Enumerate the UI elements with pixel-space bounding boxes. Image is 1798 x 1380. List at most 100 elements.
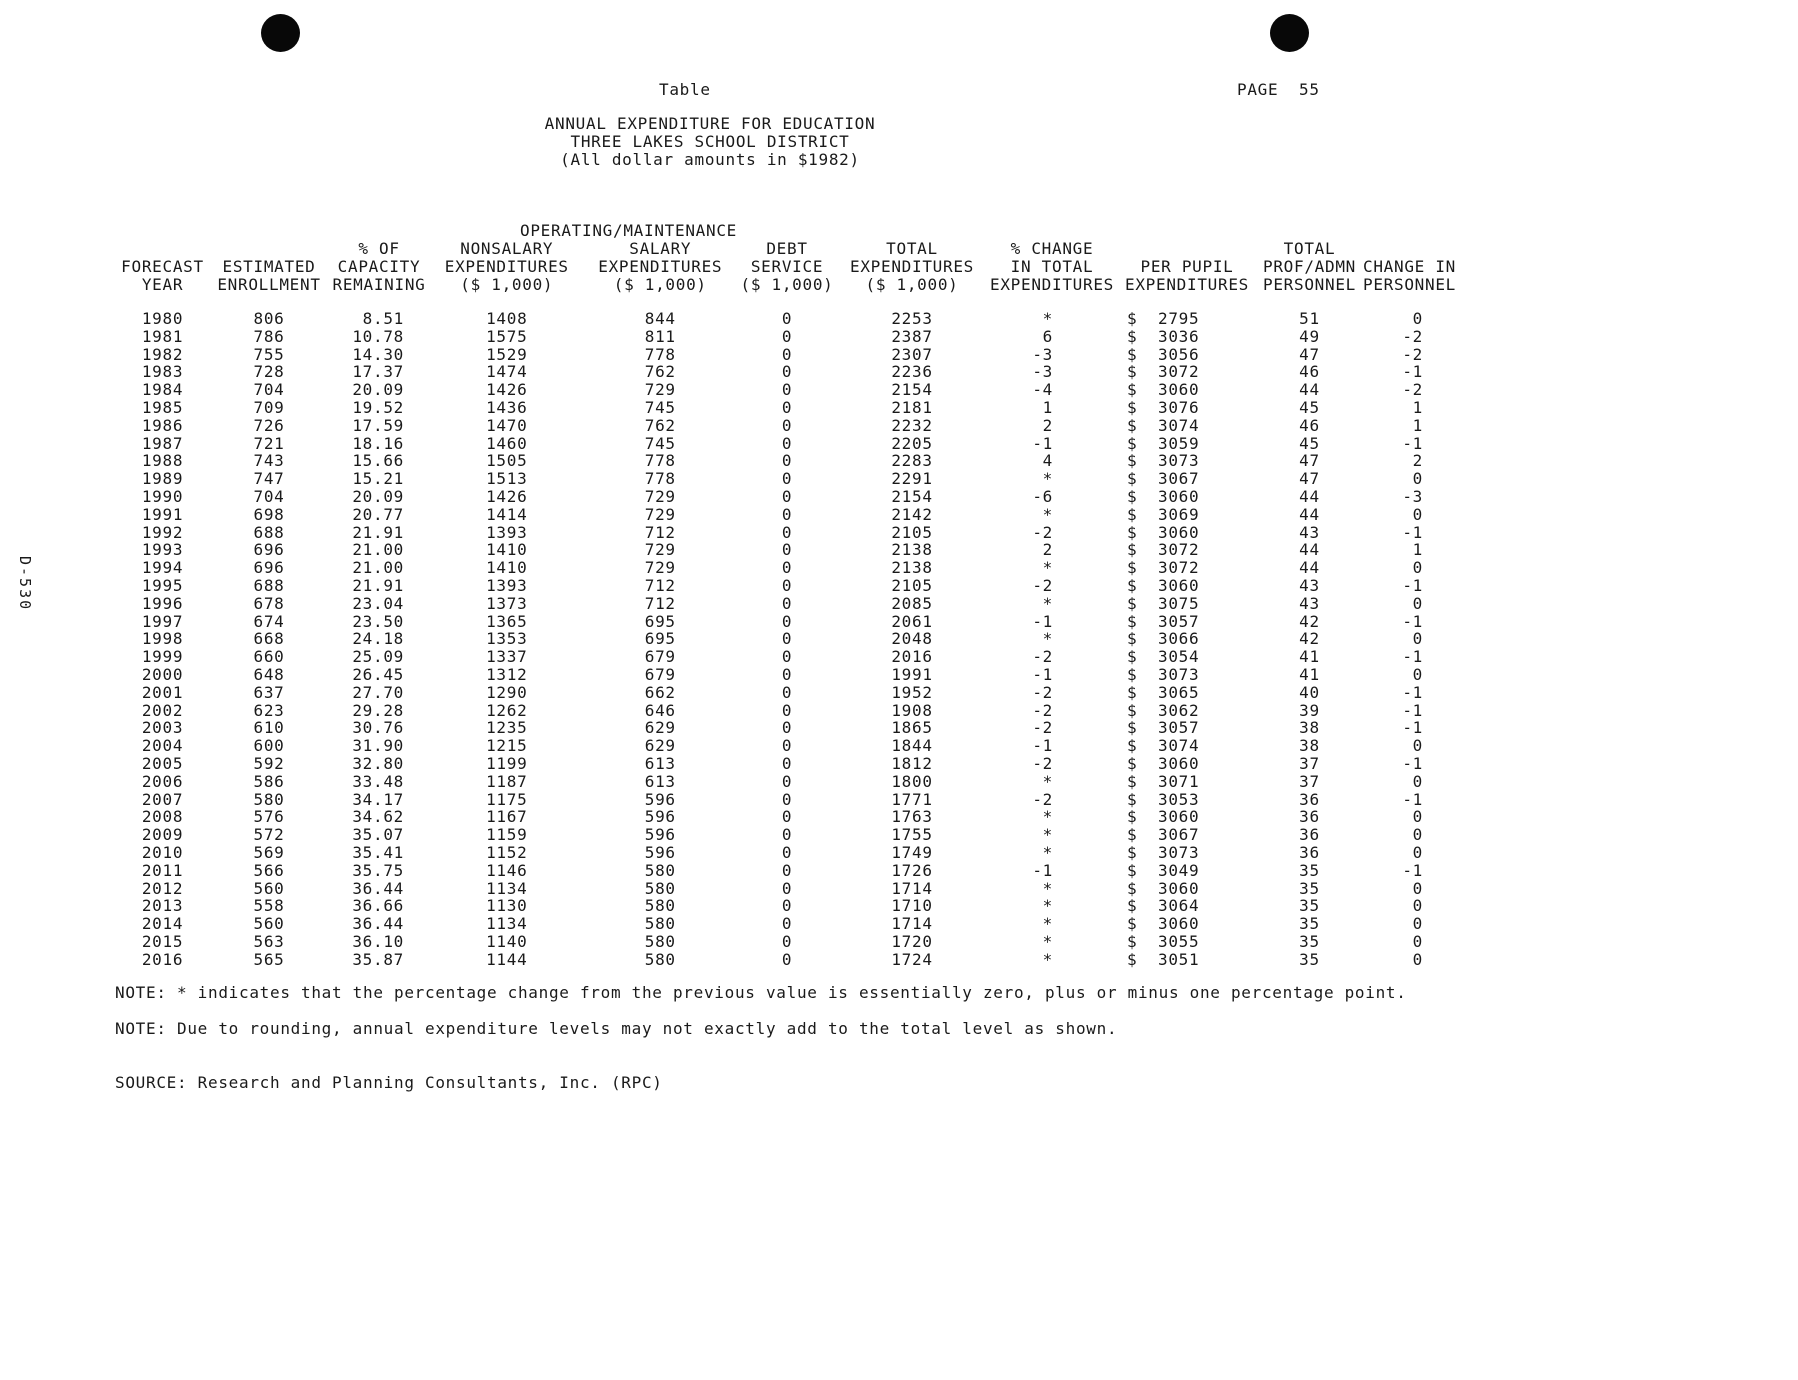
debt-service-cell: 0 <box>781 486 793 506</box>
total-prof-admn-personnel-cell: 47 <box>1299 469 1320 489</box>
capacity-remaining-pct-cell: 21.00 <box>352 540 404 560</box>
pct-change-total-expenditures-cell: * <box>1042 593 1053 613</box>
debt-service-cell: 0 <box>781 522 793 542</box>
nonsalary-expenditures-cell: 1152 <box>486 842 528 862</box>
document-number-side-label: D-530 <box>16 556 34 612</box>
nonsalary-expenditures-cell: 1470 <box>486 415 528 435</box>
per-pupil-expenditures-cell: $ 3051 <box>1127 949 1200 969</box>
capacity-remaining-pct-cell: 26.45 <box>352 664 404 684</box>
total-expenditures-cell: 1720 <box>891 931 933 951</box>
column-header-total-expenditures: TOTAL EXPENDITURES ($ 1,000) <box>850 239 974 294</box>
change-in-personnel-cell: -2 <box>1402 326 1423 346</box>
forecast-year-cell: 2015 <box>141 931 184 951</box>
forecast-year-cell: 2013 <box>141 896 184 916</box>
salary-expenditures-cell: 580 <box>644 896 676 916</box>
per-pupil-expenditures-cell: $ 3066 <box>1127 629 1200 649</box>
group-header-spacer <box>737 222 1457 240</box>
pct-change-total-expenditures-cell: -2 <box>1032 789 1053 809</box>
estimated-enrollment-cell: 726 <box>253 415 285 435</box>
table-row: 1996 678 23.04 1373 712 0 2085 * $ 3075 43 0 <box>115 593 1457 613</box>
per-pupil-expenditures-cell: $ 3059 <box>1127 433 1200 453</box>
table-row: 2016 565 35.87 1144 580 0 1724 * $ 3051 35 0 <box>115 949 1457 969</box>
column-header-salary-expenditures: SALARY EXPENDITURES ($ 1,000) <box>598 239 723 294</box>
total-prof-admn-personnel-cell: 36 <box>1299 842 1320 862</box>
per-pupil-expenditures-cell: $ 3062 <box>1127 700 1200 720</box>
estimated-enrollment-cell: 755 <box>253 344 285 364</box>
table-row: 1994 696 21.00 1410 729 0 2138 * $ 3072 44 0 <box>115 559 1457 577</box>
total-expenditures-cell: 2291 <box>891 469 933 489</box>
total-expenditures-cell: 2085 <box>891 593 933 613</box>
table-row: 2014 560 36.44 1134 580 0 1714 * $ 3060 35 0 <box>115 915 1457 933</box>
debt-service-cell: 0 <box>781 771 793 791</box>
total-prof-admn-personnel-cell: 44 <box>1299 486 1320 506</box>
change-in-personnel-cell: -3 <box>1402 486 1423 506</box>
column-header-debt-service: DEBT SERVICE ($ 1,000) <box>740 239 834 294</box>
salary-expenditures-cell: 844 <box>644 309 676 328</box>
note-rounding: NOTE: Due to rounding, annual expenditur… <box>115 1019 1118 1038</box>
forecast-year-cell: 1990 <box>141 486 184 506</box>
table-row: 2004 600 31.90 1215 629 0 1844 -1 $ 3074 38 0 <box>115 737 1457 755</box>
total-expenditures-cell: 1726 <box>891 860 933 880</box>
table-row: 2013 558 36.66 1130 580 0 1710 * $ 3064 35 0 <box>115 897 1457 915</box>
per-pupil-expenditures-cell: $ 3057 <box>1127 611 1200 631</box>
table-row: 1981 786 10.78 1575 811 0 2387 6 $ 3036 49 -2 <box>115 326 1457 346</box>
note-asterisk: NOTE: * indicates that the percentage ch… <box>115 983 1407 1002</box>
salary-expenditures-cell: 778 <box>644 344 676 364</box>
column-header-forecast-year: FORECAST YEAR <box>121 257 204 294</box>
capacity-remaining-pct-cell: 35.87 <box>352 949 404 969</box>
capacity-remaining-pct-cell: 32.80 <box>352 753 404 773</box>
estimated-enrollment-cell: 558 <box>253 896 285 916</box>
salary-expenditures-cell: 629 <box>644 718 676 738</box>
forecast-year-cell: 2014 <box>141 914 184 934</box>
forecast-year-cell: 1991 <box>141 504 184 524</box>
pct-change-total-expenditures-cell: 6 <box>1042 326 1053 346</box>
salary-expenditures-cell: 778 <box>644 451 676 471</box>
nonsalary-expenditures-cell: 1426 <box>486 380 528 400</box>
column-header-nonsalary-expenditures: NONSALARY EXPENDITURES ($ 1,000) <box>444 239 569 294</box>
debt-service-cell: 0 <box>781 753 793 773</box>
capacity-remaining-pct-cell: 31.90 <box>352 736 404 756</box>
total-expenditures-cell: 1763 <box>891 807 933 827</box>
debt-service-cell: 0 <box>781 896 793 916</box>
table-row: 2000 648 26.45 1312 679 0 1991 -1 $ 3073 41 0 <box>115 666 1457 684</box>
total-expenditures-cell: 1755 <box>891 825 933 845</box>
total-prof-admn-personnel-cell: 35 <box>1299 914 1320 934</box>
total-expenditures-cell: 2205 <box>891 433 933 453</box>
column-header-capacity-remaining-pct: % OF CAPACITY REMAINING <box>332 239 426 294</box>
estimated-enrollment-cell: 688 <box>253 575 285 595</box>
total-prof-admn-personnel-cell: 43 <box>1299 593 1320 613</box>
total-prof-admn-personnel-cell: 35 <box>1299 949 1320 969</box>
total-expenditures-cell: 1908 <box>891 700 933 720</box>
per-pupil-expenditures-cell: $ 3071 <box>1127 771 1200 791</box>
debt-service-cell: 0 <box>781 842 793 862</box>
debt-service-cell: 0 <box>781 878 793 898</box>
total-expenditures-cell: 2142 <box>891 504 933 524</box>
total-expenditures-cell: 2236 <box>891 362 933 382</box>
change-in-personnel-cell: -1 <box>1402 700 1423 720</box>
nonsalary-expenditures-cell: 1353 <box>486 629 528 649</box>
table-row: 1993 696 21.00 1410 729 0 2138 2 $ 3072 44 1 <box>115 541 1457 559</box>
nonsalary-expenditures-cell: 1373 <box>486 593 528 613</box>
total-prof-admn-personnel-cell: 49 <box>1299 326 1320 346</box>
nonsalary-expenditures-cell: 1134 <box>486 914 528 934</box>
capacity-remaining-pct-cell: 36.10 <box>352 931 404 951</box>
pct-change-total-expenditures-cell: * <box>1042 558 1053 578</box>
salary-expenditures-cell: 679 <box>644 647 676 667</box>
nonsalary-expenditures-cell: 1436 <box>486 397 528 417</box>
nonsalary-expenditures-cell: 1262 <box>486 700 528 720</box>
total-expenditures-cell: 2105 <box>891 522 933 542</box>
per-pupil-expenditures-cell: $ 3069 <box>1127 504 1200 524</box>
total-prof-admn-personnel-cell: 46 <box>1299 415 1320 435</box>
change-in-personnel-cell: 0 <box>1412 736 1423 756</box>
debt-service-cell: 0 <box>781 451 793 471</box>
per-pupil-expenditures-cell: $ 3060 <box>1127 807 1200 827</box>
forecast-year-cell: 1996 <box>141 593 184 613</box>
nonsalary-expenditures-cell: 1393 <box>486 575 528 595</box>
total-expenditures-cell: 2016 <box>891 647 933 667</box>
salary-expenditures-cell: 580 <box>644 949 676 969</box>
change-in-personnel-cell: 0 <box>1412 664 1423 684</box>
debt-service-cell: 0 <box>781 558 793 578</box>
estimated-enrollment-cell: 592 <box>253 753 285 773</box>
debt-service-cell: 0 <box>781 344 793 364</box>
